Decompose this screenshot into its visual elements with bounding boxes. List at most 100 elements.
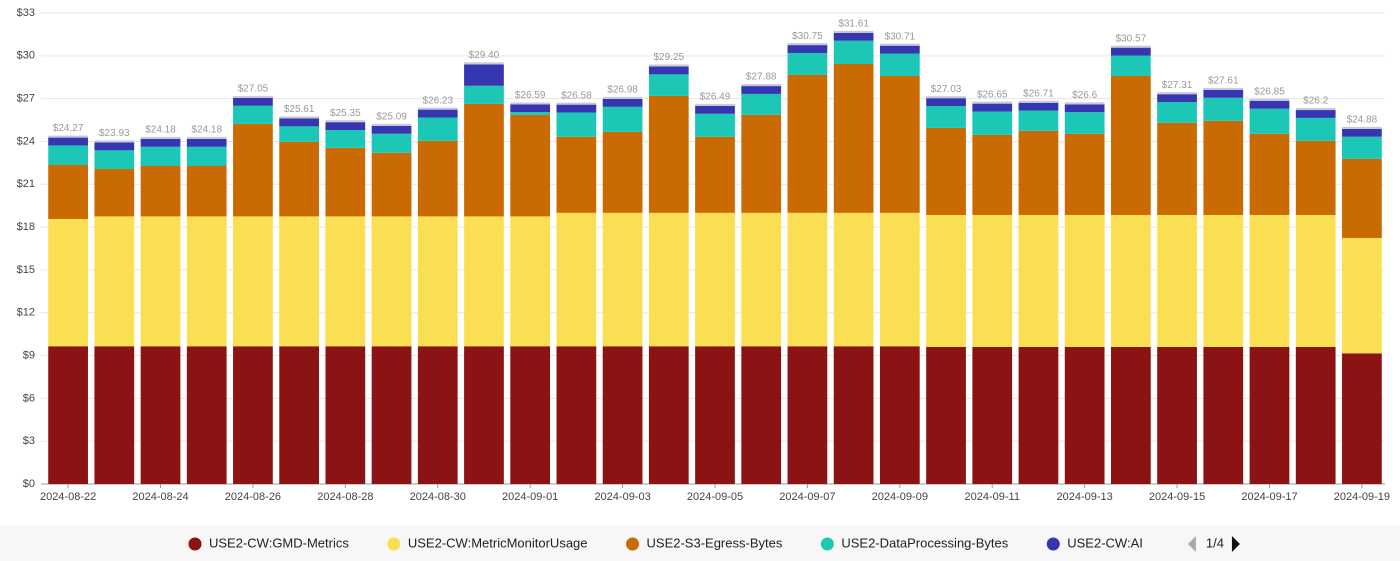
bar-segment xyxy=(926,98,966,107)
bar-segment xyxy=(787,346,828,484)
bar-cap xyxy=(325,120,366,123)
total-label: $30.75 xyxy=(792,31,823,42)
bar-segment xyxy=(972,111,1013,135)
bar-cap xyxy=(140,136,181,139)
x-tick-label: 2024-09-07 xyxy=(779,491,835,503)
bar-segment xyxy=(1157,94,1197,103)
bar-cap xyxy=(186,136,227,139)
bar-segment xyxy=(926,214,966,347)
bar-segment xyxy=(233,97,273,106)
bar-segment xyxy=(1203,346,1244,484)
bar-segment xyxy=(325,147,366,217)
bar-segment xyxy=(741,86,782,94)
bar-segment xyxy=(186,166,227,217)
bar-segment xyxy=(48,137,88,146)
bar-segment xyxy=(1249,100,1290,109)
bar-segment xyxy=(1342,237,1382,354)
bar-segment xyxy=(1110,75,1151,215)
bar-segment xyxy=(94,142,135,151)
bar-segment xyxy=(325,122,366,131)
y-tick-label: $6 xyxy=(23,392,35,404)
bar-segment xyxy=(648,346,689,484)
bar-segment xyxy=(464,346,504,484)
total-label: $26.2 xyxy=(1303,96,1328,107)
bar-segment xyxy=(1064,104,1105,113)
bar-segment xyxy=(787,212,828,347)
bar-segment xyxy=(48,165,88,219)
bar-cap xyxy=(1064,102,1105,105)
bar-segment xyxy=(417,346,458,484)
total-label: $24.18 xyxy=(191,125,222,136)
bar-segment xyxy=(556,212,597,347)
legend-prev[interactable] xyxy=(1187,536,1196,552)
bar-cap xyxy=(1203,87,1244,90)
total-label: $27.05 xyxy=(238,84,269,95)
bar-segment xyxy=(510,114,551,217)
bar-segment xyxy=(48,145,88,166)
total-label: $26.65 xyxy=(977,89,1008,100)
total-label: $31.61 xyxy=(838,18,869,29)
bar-segment xyxy=(510,112,551,115)
bar-segment xyxy=(48,218,88,347)
bar-segment xyxy=(279,118,320,127)
bar-segment xyxy=(1018,346,1059,484)
legend-swatch xyxy=(1046,537,1060,551)
total-label: $26.59 xyxy=(515,90,546,101)
bar-segment xyxy=(972,103,1013,112)
x-tick-label: 2024-08-26 xyxy=(225,491,281,503)
bar-cap xyxy=(972,101,1013,104)
bar-segment xyxy=(186,138,227,147)
bar-cap xyxy=(1249,98,1290,101)
bar-segment xyxy=(1249,108,1290,134)
bar-segment xyxy=(325,216,366,347)
bar-segment xyxy=(1249,133,1290,215)
bar-segment xyxy=(1110,47,1151,56)
bar-segment xyxy=(186,216,227,347)
bar-cap xyxy=(48,135,88,138)
bar-segment xyxy=(648,95,689,213)
bar-cap xyxy=(741,84,782,87)
bar-segment xyxy=(1018,102,1059,111)
y-tick-label: $0 xyxy=(23,478,35,490)
total-label: $26.85 xyxy=(1254,86,1285,97)
bar-segment xyxy=(1342,158,1382,238)
bar-segment xyxy=(279,346,320,484)
bar-segment xyxy=(556,112,597,137)
total-label: $25.35 xyxy=(330,108,361,119)
bar-segment xyxy=(371,133,412,153)
bar-segment xyxy=(1203,89,1244,98)
x-tick-label: 2024-09-15 xyxy=(1149,491,1205,503)
bar-segment xyxy=(648,74,689,96)
bar-segment xyxy=(556,136,597,213)
legend-next[interactable] xyxy=(1231,536,1240,552)
bar-segment xyxy=(787,45,828,53)
bar-segment xyxy=(695,346,735,484)
bar-segment xyxy=(602,98,643,107)
total-label: $24.27 xyxy=(53,123,84,134)
bar-segment xyxy=(1064,133,1105,215)
bar-cap xyxy=(279,116,320,119)
bar-segment xyxy=(833,32,874,41)
bar-segment xyxy=(279,126,320,142)
x-tick-label: 2024-08-28 xyxy=(317,491,373,503)
bar-segment xyxy=(926,106,966,128)
bar-segment xyxy=(186,146,227,167)
total-label: $30.71 xyxy=(885,31,916,42)
bar-segment xyxy=(972,214,1013,347)
bar-cap xyxy=(94,140,135,143)
bar-cap xyxy=(602,96,643,99)
bar-segment xyxy=(879,346,920,484)
total-label: $26.49 xyxy=(700,92,731,103)
bar-segment xyxy=(602,131,643,213)
bar-segment xyxy=(972,134,1013,215)
bar-cap xyxy=(1110,45,1151,48)
legend-swatch xyxy=(820,537,834,551)
bar-segment xyxy=(140,146,181,167)
bar-segment xyxy=(556,104,597,113)
bar-cap xyxy=(371,123,412,126)
bar-segment xyxy=(140,346,181,484)
y-tick-label: $24 xyxy=(17,135,35,147)
total-label: $26.71 xyxy=(1023,88,1054,99)
bar-segment xyxy=(695,113,735,137)
total-label: $27.31 xyxy=(1162,80,1193,91)
